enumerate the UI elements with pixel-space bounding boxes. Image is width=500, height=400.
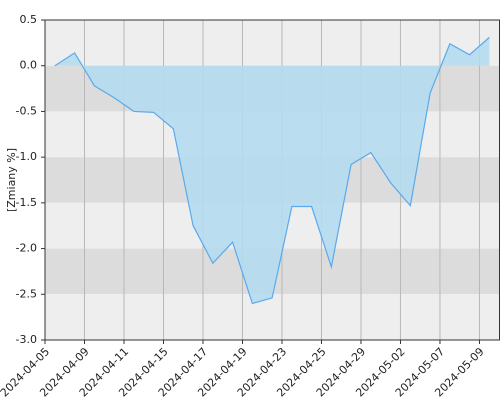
- line: [54, 36, 490, 305]
- y-tick-label: -3.0: [16, 333, 37, 346]
- y-tick-label: -0.5: [16, 104, 37, 117]
- y-tick-label: 0.0: [20, 59, 38, 72]
- grid-band: [45, 294, 500, 340]
- y-tick-label: 0.5: [20, 13, 38, 26]
- area: [54, 37, 490, 304]
- y-axis-label: [Zmiany %]: [5, 148, 18, 212]
- grid-band: [45, 20, 500, 66]
- y-tick-label: -1.5: [16, 196, 37, 209]
- y-tick-label: -2.5: [16, 287, 37, 300]
- y-tick-label: -2.0: [16, 242, 37, 255]
- y-tick-label: -1.0: [16, 150, 37, 163]
